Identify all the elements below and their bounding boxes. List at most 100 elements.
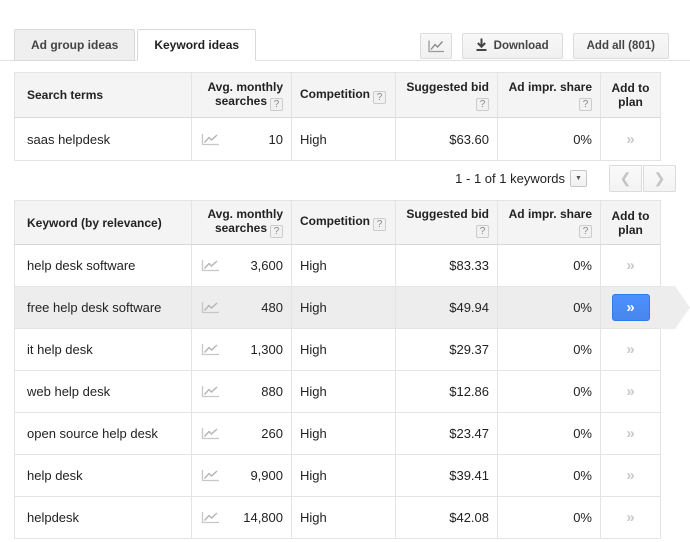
help-icon[interactable]: ? (579, 97, 592, 111)
help-icon[interactable]: ? (373, 90, 386, 104)
competition-cell: High (291, 370, 396, 413)
suggested-bid-cell: $29.37 (395, 328, 498, 371)
double-chevron-icon: » (626, 509, 635, 526)
sparkline-icon[interactable] (200, 468, 220, 483)
help-icon[interactable]: ? (270, 97, 283, 111)
table-row[interactable]: it help desk 1,300 High $29.37 0% (14, 328, 661, 371)
keyword-cell: open source help desk (14, 412, 192, 455)
add-to-plan-cell: » (600, 286, 661, 329)
keyword-cell: web help desk (14, 370, 192, 413)
avg-searches-cell: 9,900 (191, 454, 292, 497)
searches-value: 9,900 (250, 468, 283, 483)
searches-value: 10 (268, 131, 283, 147)
suggested-bid-cell: $49.94 (395, 286, 498, 329)
add-to-plan-button[interactable]: » (626, 258, 634, 273)
pagination-dropdown-button[interactable]: ▼ (570, 169, 587, 187)
avg-searches-cell: 14,800 (191, 496, 292, 539)
ad-impr-share-cell: 0% (497, 412, 601, 455)
sparkline-icon[interactable] (200, 258, 220, 273)
add-to-plan-button[interactable]: » (611, 294, 650, 321)
dropdown-arrow-icon: ▼ (575, 174, 582, 182)
add-all-button[interactable]: Add all (801) (572, 33, 669, 59)
keyword-cell: saas helpdesk (14, 117, 192, 161)
col-keyword-by-relevance: Keyword (by relevance) (14, 200, 192, 245)
sparkline-icon[interactable] (200, 300, 220, 315)
searches-value: 14,800 (243, 510, 283, 525)
col-suggested-bid: Suggested bid? (395, 72, 498, 118)
tab-keyword-ideas[interactable]: Keyword ideas (137, 29, 257, 61)
table-row[interactable]: saas helpdesk 10 High $63.60 0% (14, 117, 661, 161)
add-to-plan-cell: » (600, 244, 661, 287)
download-button[interactable]: Download (461, 33, 563, 59)
table-row[interactable]: web help desk 880 High $12.86 0% (14, 370, 661, 413)
chart-button[interactable] (419, 33, 452, 59)
next-page-button[interactable]: ❯ (643, 164, 676, 192)
add-to-plan-button[interactable]: » (626, 342, 634, 357)
add-to-plan-button[interactable]: » (626, 426, 634, 441)
col-suggested-bid: Suggested bid? (395, 200, 498, 245)
competition-cell: High (291, 117, 396, 161)
searches-value: 260 (261, 426, 283, 441)
competition-cell: High (291, 454, 396, 497)
table-row[interactable]: help desk software 3,600 High $83.33 0% (14, 244, 661, 287)
col-competition: Competition? (291, 72, 396, 118)
double-chevron-icon: » (626, 383, 635, 400)
help-icon[interactable]: ? (476, 97, 489, 111)
sparkline-icon[interactable] (200, 426, 220, 441)
pagination: 1 - 1 of 1 keywords ▼ ❮ ❯ (455, 163, 676, 193)
add-to-plan-cell: » (600, 496, 661, 539)
help-icon[interactable]: ? (476, 225, 489, 238)
competition-cell: High (291, 496, 396, 539)
download-icon (476, 38, 487, 54)
tab-bar: Ad group ideas Keyword ideas (14, 29, 258, 61)
suggested-bid-cell: $63.60 (395, 117, 498, 161)
add-to-plan-cell: » (600, 370, 661, 413)
help-icon[interactable]: ? (579, 225, 592, 238)
sparkline-icon[interactable] (200, 342, 220, 357)
avg-searches-cell: 3,600 (191, 244, 292, 287)
suggested-bid-cell: $23.47 (395, 412, 498, 455)
sparkline-icon[interactable] (200, 384, 220, 399)
add-to-plan-button[interactable]: » (626, 384, 634, 399)
avg-searches-cell: 480 (191, 286, 292, 329)
keyword-cell: help desk (14, 454, 192, 497)
add-to-plan-cell: » (600, 328, 661, 371)
table-row[interactable]: free help desk software 480 High $49.94 … (14, 286, 661, 329)
add-to-plan-cell: » (600, 117, 661, 161)
search-terms-table: Search terms Avg. monthly searches? Comp… (14, 72, 661, 161)
suggested-bid-cell: $42.08 (395, 496, 498, 539)
table-row[interactable]: help desk 9,900 High $39.41 0% (14, 454, 661, 497)
ad-impr-share-cell: 0% (497, 286, 601, 329)
add-to-plan-button[interactable]: » (626, 132, 634, 147)
col-search-terms: Search terms (14, 72, 192, 118)
ad-impr-share-cell: 0% (497, 496, 601, 539)
prev-page-button[interactable]: ❮ (609, 164, 642, 192)
chart-icon (427, 39, 445, 53)
add-to-plan-button[interactable]: » (626, 510, 634, 525)
help-icon[interactable]: ? (270, 225, 283, 238)
sparkline-icon[interactable] (200, 510, 220, 525)
col-avg-monthly-searches: Avg. monthly searches? (191, 72, 292, 118)
table-row[interactable]: open source help desk 260 High $23.47 0% (14, 412, 661, 455)
download-label: Download (493, 40, 549, 52)
table-row[interactable]: helpdesk 14,800 High $42.08 0% (14, 496, 661, 539)
avg-searches-cell: 10 (191, 117, 292, 161)
searches-value: 1,300 (250, 342, 283, 357)
search-terms-header-row: Search terms Avg. monthly searches? Comp… (14, 72, 661, 118)
col-add-to-plan: Add to plan (600, 200, 661, 245)
double-chevron-icon: » (626, 130, 635, 148)
double-chevron-icon: » (626, 341, 635, 358)
double-chevron-icon: » (626, 257, 635, 274)
competition-cell: High (291, 244, 396, 287)
avg-searches-cell: 260 (191, 412, 292, 455)
col-ad-impr-share: Ad impr. share? (497, 72, 601, 118)
ad-impr-share-cell: 0% (497, 328, 601, 371)
tab-ad-group-ideas[interactable]: Ad group ideas (14, 29, 136, 61)
searches-value: 480 (261, 300, 283, 315)
sparkline-icon[interactable] (200, 132, 220, 147)
ad-impr-share-cell: 0% (497, 370, 601, 413)
add-to-plan-button[interactable]: » (626, 468, 634, 483)
double-chevron-icon: » (626, 467, 635, 484)
help-icon[interactable]: ? (373, 218, 386, 231)
